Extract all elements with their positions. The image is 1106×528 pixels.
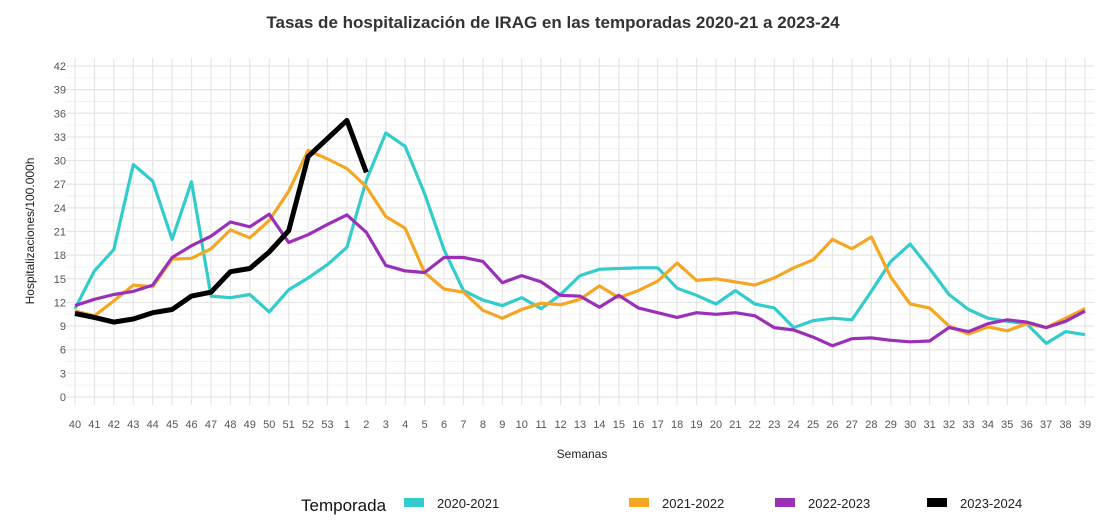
y-tick-label: 42 — [54, 61, 66, 73]
x-tick-label: 6 — [441, 419, 447, 431]
x-tick-label: 39 — [1079, 419, 1091, 431]
series-line-2023-2024 — [74, 117, 369, 325]
x-tick-label: 35 — [1001, 419, 1013, 431]
x-tick-label: 42 — [108, 419, 120, 431]
legend-swatch-2022-2023 — [775, 498, 795, 507]
x-tick-label: 29 — [885, 419, 897, 431]
legend-swatch-2020-2021 — [404, 498, 424, 507]
series-line-2022-2023 — [74, 212, 1086, 348]
series-lines — [73, 117, 1086, 348]
x-tick-label: 12 — [554, 419, 566, 431]
x-tick-label: 36 — [1021, 419, 1033, 431]
x-tick-label: 14 — [593, 419, 605, 431]
legend-label-2023-2024: 2023-2024 — [960, 496, 1022, 511]
x-tick-label: 48 — [224, 419, 236, 431]
legend-label-2022-2023: 2022-2023 — [808, 496, 870, 511]
legend-swatch-2021-2022 — [629, 498, 649, 507]
x-tick-label: 46 — [185, 419, 197, 431]
series-line-2021-2022 — [74, 148, 1086, 336]
y-tick-label: 36 — [54, 108, 66, 120]
x-tick-label: 53 — [321, 419, 333, 431]
x-tick-label: 3 — [383, 419, 389, 431]
x-tick-label: 24 — [788, 419, 800, 431]
x-tick-label: 31 — [923, 419, 935, 431]
y-tick-label: 21 — [54, 227, 66, 239]
y-tick-label: 15 — [54, 274, 66, 286]
legend-swatch-2023-2024 — [927, 498, 947, 507]
x-tick-label: 32 — [943, 419, 955, 431]
x-tick-label: 20 — [710, 419, 722, 431]
x-tick-label: 22 — [749, 419, 761, 431]
legend-title: Temporada — [301, 496, 387, 515]
x-tick-label: 2 — [363, 419, 369, 431]
x-tick-label: 30 — [904, 419, 916, 431]
x-tick-label: 51 — [283, 419, 295, 431]
x-tick-label: 37 — [1040, 419, 1052, 431]
x-tick-label: 21 — [729, 419, 741, 431]
x-tick-label: 17 — [652, 419, 664, 431]
y-tick-label: 9 — [60, 321, 66, 333]
x-tick-label: 16 — [632, 419, 644, 431]
x-tick-label: 18 — [671, 419, 683, 431]
x-tick-label: 50 — [263, 419, 275, 431]
legend-label-2021-2022: 2021-2022 — [662, 496, 724, 511]
series-line-2020-2021 — [73, 131, 1086, 345]
x-tick-label: 8 — [480, 419, 486, 431]
x-axis-ticks: 40 41 42 43 44 45 46 47 48 49 50 51 52 53 1 2 3 4 5 6 7 8 9 10 1… — [69, 419, 1091, 431]
x-tick-label: 4 — [402, 419, 408, 431]
legend: Temporada 2020-2021 2021-2022 2022-2023 202… — [301, 496, 1022, 515]
x-tick-label: 38 — [1059, 419, 1071, 431]
x-tick-label: 5 — [422, 419, 428, 431]
x-tick-label: 23 — [768, 419, 780, 431]
y-tick-label: 39 — [54, 85, 66, 97]
x-tick-label: 25 — [807, 419, 819, 431]
x-tick-label: 41 — [88, 419, 100, 431]
x-tick-label: 28 — [865, 419, 877, 431]
x-tick-label: 52 — [302, 419, 314, 431]
y-tick-label: 24 — [54, 203, 66, 215]
legend-label-2020-2021: 2020-2021 — [437, 496, 499, 511]
x-tick-label: 9 — [499, 419, 505, 431]
x-tick-label: 26 — [826, 419, 838, 431]
x-tick-label: 44 — [147, 419, 159, 431]
x-axis-label: Semanas — [557, 447, 608, 461]
y-tick-label: 3 — [60, 368, 66, 380]
y-tick-label: 33 — [54, 132, 66, 144]
x-tick-label: 1 — [344, 419, 350, 431]
x-tick-label: 40 — [69, 419, 81, 431]
x-tick-label: 47 — [205, 419, 217, 431]
x-tick-label: 13 — [574, 419, 586, 431]
grid — [66, 58, 1094, 405]
y-axis-label: Hospitalizaciones/100.000h — [23, 158, 37, 305]
chart-title: Tasas de hospitalización de IRAG en las … — [266, 13, 840, 32]
x-tick-label: 19 — [690, 419, 702, 431]
y-tick-label: 30 — [54, 156, 66, 168]
x-tick-label: 45 — [166, 419, 178, 431]
x-tick-label: 27 — [846, 419, 858, 431]
x-tick-label: 49 — [244, 419, 256, 431]
x-tick-label: 34 — [982, 419, 994, 431]
x-tick-label: 11 — [535, 419, 546, 431]
y-tick-label: 12 — [54, 297, 66, 309]
y-tick-label: 0 — [60, 392, 66, 404]
y-tick-label: 18 — [54, 250, 66, 262]
x-tick-label: 7 — [460, 419, 466, 431]
x-tick-label: 43 — [127, 419, 139, 431]
x-tick-label: 15 — [613, 419, 625, 431]
y-tick-label: 6 — [60, 345, 66, 357]
y-tick-label: 27 — [54, 179, 66, 191]
x-tick-label: 10 — [516, 419, 528, 431]
x-tick-label: 33 — [962, 419, 974, 431]
